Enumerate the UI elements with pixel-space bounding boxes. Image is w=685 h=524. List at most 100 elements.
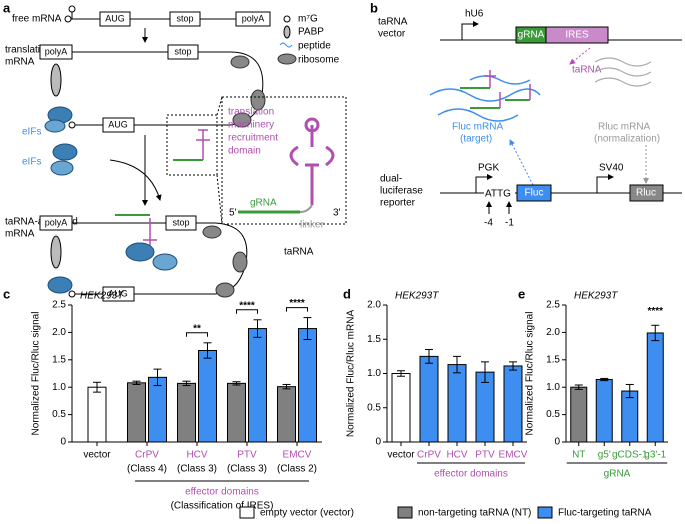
label: -4 [484,218,493,229]
x-tick-label: EMCV [499,450,528,461]
aug-box [102,117,135,133]
key-icon [277,53,297,65]
x-tick-label: PTV [475,450,495,461]
label: 3' [333,208,341,219]
y-tick-label: 2.0 [367,300,381,311]
subtitle: HEK293T [395,291,439,302]
bar [298,328,317,443]
y-axis-label: Normalized Fluc/Rluc mRNA [346,310,357,438]
y-tick-label: 1.0 [546,382,560,393]
eif [125,242,155,262]
key-label: m⁷G [298,14,318,25]
bar [621,390,639,443]
y-tick-label: 0 [60,437,66,448]
x-tick-label: EMCV [283,450,312,461]
x-tick-label: NT [572,450,585,461]
label: taRNA [284,247,314,258]
y-tick-label: 1.0 [52,382,66,393]
y-tick-label: 2.0 [546,327,560,338]
polya-box [235,11,271,27]
x-tick-sublabel: (Class 4) [127,464,167,475]
tarna-small [196,129,210,160]
y-axis-label: Normalized Fluc/Rluc signal [31,312,42,436]
fluc-box [516,184,552,202]
label: AUG [105,13,125,23]
zoom-line [216,96,223,225]
fluc-mrna [429,75,541,122]
key-label: PABP [298,27,324,38]
label: mRNA [5,229,35,240]
label: 5' [229,208,237,219]
legend-label: empty vector (vector) [260,508,354,519]
label: machinery [228,120,274,131]
y-tick-label: 1.0 [367,368,381,379]
bar [595,379,613,443]
label: AUG [108,119,128,129]
linker [299,204,313,213]
label: (normalization) [594,134,660,145]
x-tick-label: HCV [186,450,207,461]
eif [52,143,78,161]
bar [177,382,196,443]
panel-label: a [3,0,11,15]
bar [570,386,588,443]
label: polyA [45,217,68,227]
label: recruitment [228,133,278,144]
ribosome [250,89,266,111]
label: IRES [565,30,589,41]
y-tick-label: 1.5 [52,354,66,365]
y-tick-label: 2.5 [546,300,560,311]
diagram-a: free mRNA AUG stop polyA m⁷G PABP peptid… [5,5,347,302]
cap [64,15,72,23]
y-axis-label: Normalized Fluc/Rluc signal [525,312,536,436]
label: linker [300,220,325,231]
y-tick-label: 2.0 [52,327,66,338]
arrow [509,139,534,186]
ribosome [215,282,235,298]
label: vector [378,29,406,40]
legend-label: non-targeting taRNA (NT) [418,508,531,519]
aug-box [102,286,135,302]
y-tick-label: 2.5 [52,300,66,311]
panel-label: c [3,286,10,301]
bar [87,386,107,443]
grna [460,87,530,109]
label: Rluc mRNA [598,122,651,133]
ribosome [232,112,252,128]
x-tick-label: vector [387,450,415,461]
label: mRNA [5,57,35,68]
cap [68,121,76,129]
ribosome [202,225,222,239]
x-tick-label: gCDS-1 [612,450,648,461]
bar [127,382,146,443]
subtitle: HEK293T [80,291,124,302]
cap [68,290,76,298]
promoter-arrow [596,174,614,193]
bar [391,373,411,443]
significance-bracket [286,307,308,312]
arrow [109,159,162,201]
label: polyA [242,13,265,23]
label: free mRNA [12,14,62,25]
bar [198,349,217,443]
label: PGK [478,163,499,174]
panel-label: d [343,286,351,301]
label: stop [174,46,191,56]
y-tick-label: 1.5 [367,334,381,345]
label: eIFs [22,127,41,138]
bar [248,328,267,443]
stop-box [169,11,201,27]
x-tick-sublabel: (Class 2) [277,464,317,475]
bar [503,365,523,443]
y-tick-label: 0 [554,437,560,448]
y-tick-label: 0.5 [546,409,560,420]
group-label: effector domains [434,469,508,480]
label: (target) [460,134,492,145]
key-icon [279,42,293,48]
label: SV40 [599,163,624,174]
label: -1 [505,218,514,229]
x-tick-label: HCV [446,450,467,461]
label: Rluc [636,188,656,199]
x-tick-label: PTV [237,450,257,461]
